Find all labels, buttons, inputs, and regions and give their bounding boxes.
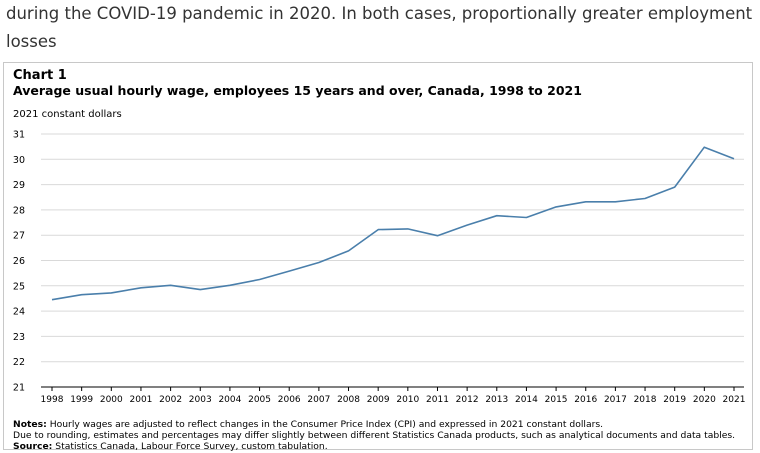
chart-container: Chart 1 Average usual hourly wage, emplo…	[3, 62, 753, 453]
data-point[interactable]	[228, 283, 232, 287]
chart-notes: Notes: Hourly wages are adjusted to refl…	[13, 419, 748, 453]
x-tick-label: 2001	[130, 395, 153, 405]
x-tick-label: 2006	[278, 395, 301, 405]
data-point[interactable]	[732, 157, 736, 161]
x-tick-label: 2005	[248, 395, 271, 405]
x-tick-label: 2019	[663, 395, 686, 405]
x-tick-label: 2012	[456, 395, 479, 405]
x-tick-label: 2002	[159, 395, 182, 405]
y-tick-label: 23	[13, 332, 25, 343]
y-tick-label: 24	[13, 307, 25, 318]
y-tick-label: 27	[13, 231, 25, 242]
data-point[interactable]	[50, 298, 54, 302]
data-point[interactable]	[702, 145, 706, 149]
y-tick-label: 22	[13, 357, 25, 368]
data-point[interactable]	[435, 234, 439, 238]
data-point[interactable]	[672, 185, 676, 189]
data-point[interactable]	[643, 196, 647, 200]
y-tick-label: 29	[13, 180, 25, 191]
rounding-note: Due to rounding, estimates and percentag…	[13, 429, 736, 441]
y-axis-unit-label: 2021 constant dollars	[13, 109, 122, 120]
y-tick-label: 21	[13, 383, 25, 394]
notes-line: Notes: Hourly wages are adjusted to refl…	[13, 419, 748, 431]
source-line: Source: Statistics Canada, Labour Force …	[13, 440, 748, 453]
data-point[interactable]	[406, 227, 410, 231]
data-point[interactable]	[168, 283, 172, 287]
data-point[interactable]	[376, 227, 380, 231]
chart-title: Average usual hourly wage, employees 15 …	[13, 83, 582, 98]
data-point[interactable]	[613, 200, 617, 204]
series-line	[51, 146, 735, 301]
y-axis-ticks: 21 22 23 24 25 26 27 28 29 30 31	[13, 130, 25, 394]
y-tick-label: 25	[13, 281, 25, 292]
x-tick-label: 1998	[41, 395, 64, 405]
x-tick-label: 2017	[604, 395, 627, 405]
data-point[interactable]	[524, 215, 528, 219]
y-tick-label: 26	[13, 256, 25, 267]
data-point[interactable]	[554, 205, 558, 209]
series-line-group	[50, 145, 736, 302]
x-tick-label: 2009	[367, 395, 390, 405]
notes-label: Notes:	[13, 419, 47, 430]
data-point[interactable]	[465, 223, 469, 227]
y-tick-label: 28	[13, 205, 25, 216]
x-tick-label: 1999	[70, 395, 93, 405]
x-tick-label: 2014	[515, 395, 538, 405]
intro-line-1: during the COVID-19 pandemic in 2020. In…	[6, 4, 753, 51]
x-axis: 1998 1999 2000 2001 2002 2003 2004 2005 2006 2007…	[41, 386, 746, 405]
x-tick-label: 2021	[723, 395, 746, 405]
data-point[interactable]	[257, 277, 261, 281]
x-tick-label: 2018	[634, 395, 657, 405]
x-tick-label: 2003	[189, 395, 212, 405]
x-tick-label: 2015	[545, 395, 568, 405]
notes-text: Hourly wages are adjusted to reflect cha…	[49, 419, 604, 430]
y-tick-label: 31	[13, 130, 25, 141]
x-tick-label: 2011	[426, 395, 449, 405]
x-tick-label: 2000	[100, 395, 123, 405]
data-point[interactable]	[287, 269, 291, 273]
x-tick-label: 2020	[693, 395, 716, 405]
x-tick-label: 2004	[218, 395, 241, 405]
x-tick-label: 2008	[337, 395, 360, 405]
data-point[interactable]	[584, 200, 588, 204]
x-tick-label: 2007	[307, 395, 330, 405]
x-tick-label: 2013	[485, 395, 508, 405]
y-tick-label: 30	[13, 155, 25, 166]
data-point[interactable]	[79, 292, 83, 296]
data-point[interactable]	[198, 287, 202, 291]
chart-label: Chart 1	[13, 68, 67, 83]
data-point[interactable]	[317, 260, 321, 264]
data-point[interactable]	[139, 286, 143, 290]
gridlines	[41, 133, 744, 363]
line-chart: 21 22 23 24 25 26 27 28 29 30 31 1998 1999 2000 2001 2…	[13, 130, 746, 406]
data-point[interactable]	[109, 291, 113, 295]
data-point[interactable]	[495, 214, 499, 218]
source-label: Source:	[13, 440, 53, 452]
x-tick-label: 2016	[574, 395, 597, 405]
x-tick-label: 2010	[396, 395, 419, 405]
source-text: Statistics Canada, Labour Force Survey, …	[55, 440, 328, 452]
data-point[interactable]	[346, 249, 350, 253]
